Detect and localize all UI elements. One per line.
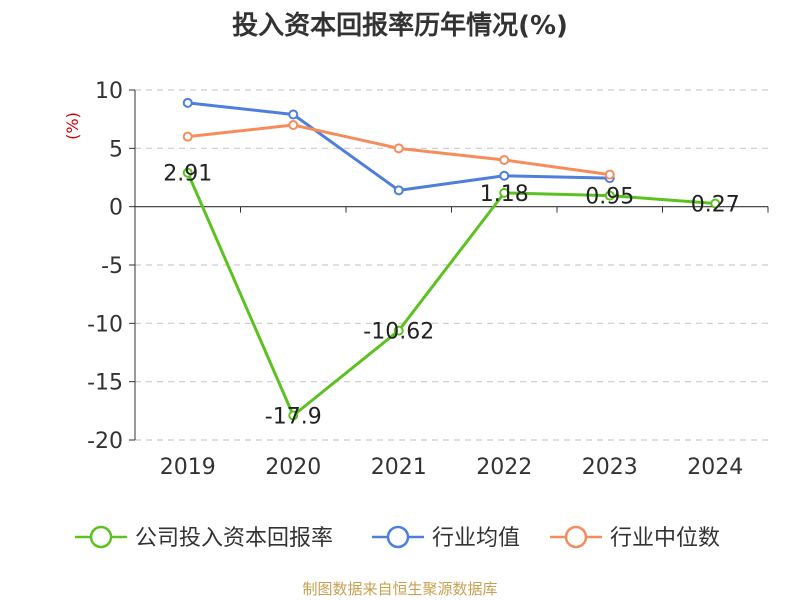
y-axis-unit: (%) (63, 112, 82, 140)
y-tick-label: -10 (87, 312, 123, 337)
x-tick-label: 2023 (582, 455, 638, 480)
chart-title: 投入资本回报率历年情况(%) (232, 10, 568, 41)
axis-layer: 10 5 0 -5 -10 -15 -20 2019 2020 2021 2022 2023 2024 (87, 79, 769, 480)
source-note: 制图数据来自恒生聚源数据库 (302, 580, 497, 598)
data-label: 0.95 (585, 185, 634, 210)
legend-label: 行业均值 (432, 526, 520, 551)
data-label-layer: 2.91 -17.9 -10.62 1.18 0.95 0.27 (163, 162, 739, 430)
data-point-0 (393, 325, 404, 336)
data-label: 0.27 (691, 193, 740, 218)
y-tick-label: 10 (95, 79, 123, 104)
data-point-0 (182, 167, 193, 178)
data-point-1 (499, 170, 510, 181)
data-point-0 (604, 190, 615, 201)
data-point-1 (288, 109, 299, 120)
legend-marker (386, 525, 410, 549)
data-label: -10.62 (363, 320, 434, 345)
data-label: 1.18 (480, 182, 529, 207)
data-point-1 (393, 185, 404, 196)
grid-layer (135, 89, 768, 441)
data-label: 2.91 (163, 162, 212, 187)
legend-marker (564, 525, 588, 549)
x-tick-label: 2021 (371, 455, 427, 480)
data-point-2 (604, 169, 615, 180)
data-point-2 (182, 131, 193, 142)
y-tick-label: 0 (109, 196, 123, 221)
legend-marker (89, 525, 113, 549)
data-point-2 (393, 143, 404, 154)
series-layer (182, 97, 721, 421)
data-point-0 (499, 187, 510, 198)
series-line-0 (186, 172, 716, 417)
y-tick-label: -15 (87, 371, 123, 396)
data-point-0 (288, 410, 299, 421)
data-point-1 (182, 97, 193, 108)
data-point-2 (499, 155, 510, 165)
x-tick-label: 2024 (687, 455, 743, 480)
x-tick-label: 2019 (160, 455, 216, 480)
y-tick-label: -5 (101, 254, 123, 279)
x-tick-label: 2022 (476, 455, 532, 480)
data-label: -17.9 (265, 405, 322, 430)
y-tick-label: -20 (87, 429, 123, 454)
legend: 公司投入资本回报率 行业均值 行业中位数 (75, 525, 720, 551)
data-point-0 (710, 198, 721, 209)
legend-label: 行业中位数 (610, 526, 720, 551)
x-tick-label: 2020 (265, 455, 321, 480)
legend-label: 公司投入资本回报率 (135, 526, 333, 551)
y-tick-label: 5 (109, 137, 123, 162)
data-point-2 (288, 120, 299, 130)
